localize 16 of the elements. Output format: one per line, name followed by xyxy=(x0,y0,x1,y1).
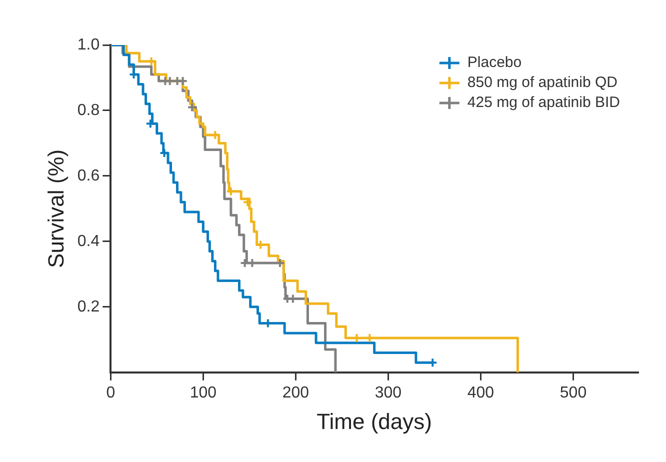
x-tick-label: 400 xyxy=(467,384,494,402)
x-tick-label: 0 xyxy=(106,384,116,402)
x-tick-label: 300 xyxy=(374,384,402,402)
legend-label: 850 mg of apatinib QD xyxy=(467,74,618,92)
y-tick-label: 0.6 xyxy=(77,167,100,184)
x-axis-title: Time (days) xyxy=(316,408,432,434)
x-tick-label: 200 xyxy=(282,384,310,402)
x-tick-label: 500 xyxy=(560,384,587,402)
y-tick-label: 0.2 xyxy=(77,298,100,316)
y-tick-label: 0.4 xyxy=(77,232,100,250)
y-tick-label: 1.0 xyxy=(77,36,100,54)
legend-label: Placebo xyxy=(467,54,522,72)
y-axis-title: Survival (%) xyxy=(43,149,68,268)
y-tick-label: 0.8 xyxy=(77,102,100,119)
legend-label: 425 mg of apatinib BID xyxy=(467,94,620,112)
x-tick-label: 100 xyxy=(190,384,217,402)
